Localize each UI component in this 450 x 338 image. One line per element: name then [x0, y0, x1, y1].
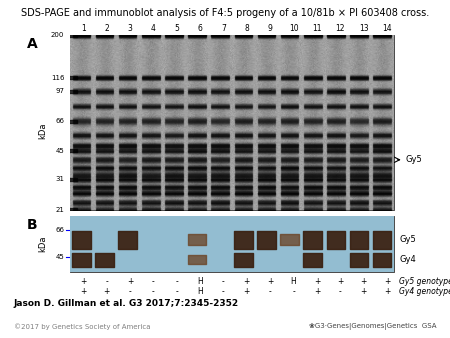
- Text: -: -: [152, 277, 155, 286]
- Text: -: -: [222, 287, 225, 296]
- Text: +: +: [243, 287, 250, 296]
- Text: 7: 7: [221, 24, 226, 33]
- Text: -: -: [222, 277, 225, 286]
- Text: 116: 116: [51, 75, 64, 80]
- Text: 4: 4: [151, 24, 156, 33]
- Text: 31: 31: [55, 176, 64, 183]
- Text: -: -: [339, 287, 342, 296]
- Text: 45: 45: [56, 148, 64, 154]
- Bar: [70, 216, 394, 272]
- Text: 66: 66: [55, 227, 64, 233]
- Text: 9: 9: [268, 24, 273, 33]
- Text: 12: 12: [336, 24, 345, 33]
- Bar: [70, 35, 394, 210]
- Text: +: +: [337, 277, 343, 286]
- Text: +: +: [243, 277, 250, 286]
- Text: Gy4: Gy4: [399, 255, 416, 264]
- Text: +: +: [360, 287, 367, 296]
- Text: 11: 11: [312, 24, 322, 33]
- Text: 200: 200: [51, 32, 64, 39]
- Text: +: +: [127, 277, 133, 286]
- Text: H: H: [197, 277, 203, 286]
- Text: -: -: [269, 287, 271, 296]
- Text: B: B: [27, 218, 38, 232]
- Text: -: -: [152, 287, 155, 296]
- Text: 45: 45: [56, 254, 64, 260]
- Text: 10: 10: [289, 24, 298, 33]
- Text: +: +: [314, 277, 320, 286]
- Text: 8: 8: [244, 24, 249, 33]
- Text: Gy4 genotype: Gy4 genotype: [399, 287, 450, 296]
- Text: H: H: [291, 277, 297, 286]
- Text: kDa: kDa: [38, 236, 47, 252]
- Text: 13: 13: [359, 24, 369, 33]
- Text: 3: 3: [127, 24, 132, 33]
- Text: A: A: [27, 37, 38, 51]
- Text: kDa: kDa: [38, 123, 47, 140]
- Text: 5: 5: [174, 24, 179, 33]
- Text: +: +: [384, 277, 390, 286]
- Text: Gy5: Gy5: [405, 155, 422, 164]
- Text: +: +: [80, 287, 86, 296]
- Text: Gy5: Gy5: [399, 235, 416, 244]
- Text: -: -: [176, 277, 178, 286]
- Text: 2: 2: [104, 24, 109, 33]
- Text: 66: 66: [55, 118, 64, 124]
- Text: +: +: [384, 287, 390, 296]
- Text: +: +: [360, 277, 367, 286]
- Text: 21: 21: [55, 207, 64, 213]
- Text: Jason D. Gillman et al. G3 2017;7:2345-2352: Jason D. Gillman et al. G3 2017;7:2345-2…: [14, 298, 238, 308]
- Text: +: +: [80, 277, 86, 286]
- Text: -: -: [292, 287, 295, 296]
- Text: -: -: [176, 287, 178, 296]
- Text: 97: 97: [55, 88, 64, 94]
- Text: -: -: [105, 277, 108, 286]
- Text: SDS-PAGE and immunoblot analysis of F4:5 progeny of a 10/81b × PI 603408 cross.: SDS-PAGE and immunoblot analysis of F4:5…: [21, 8, 429, 19]
- Text: -: -: [129, 287, 131, 296]
- Text: Gy5 genotype: Gy5 genotype: [399, 277, 450, 286]
- Text: +: +: [314, 287, 320, 296]
- Text: 14: 14: [382, 24, 392, 33]
- Text: ©2017 by Genetics Society of America: ©2017 by Genetics Society of America: [14, 323, 150, 330]
- Text: H: H: [197, 287, 203, 296]
- Text: +: +: [267, 277, 273, 286]
- Text: 6: 6: [198, 24, 203, 33]
- Text: +: +: [104, 287, 110, 296]
- Text: 1: 1: [81, 24, 86, 33]
- Text: ❀G3·Genes|Genomes|Genetics  GSA: ❀G3·Genes|Genomes|Genetics GSA: [309, 322, 436, 330]
